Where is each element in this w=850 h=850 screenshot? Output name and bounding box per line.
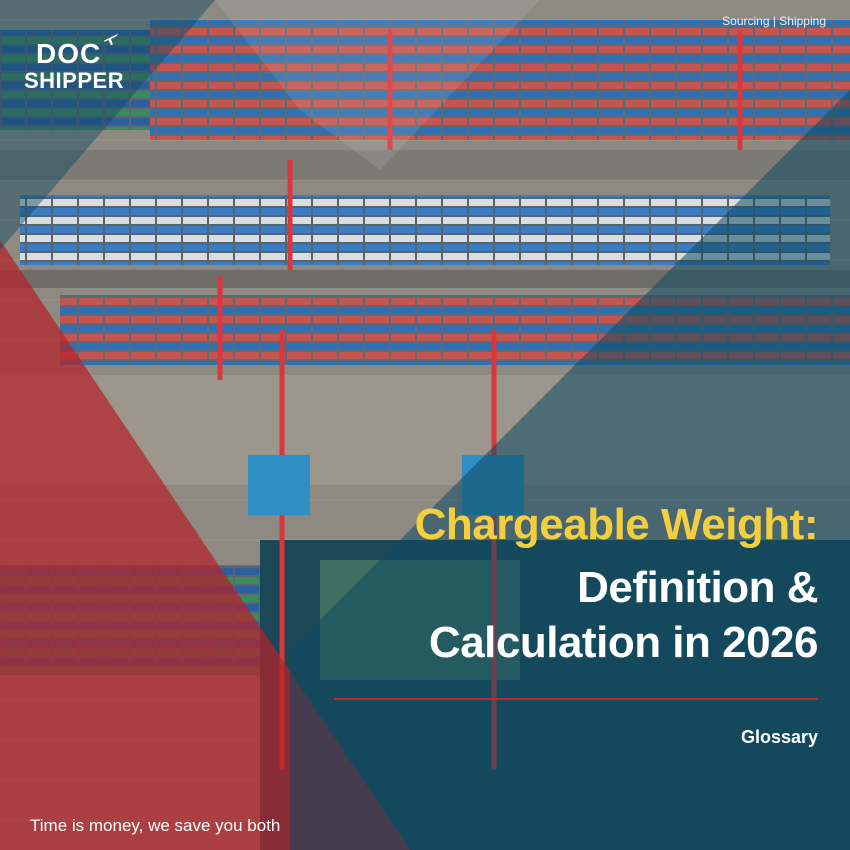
title-line-2: Definition & — [577, 563, 818, 612]
tagline: Time is money, we save you both — [30, 816, 281, 835]
title-line-3: Calculation in 2026 — [428, 618, 819, 667]
docshipper-logo[interactable]: DOC SHIPPER — [24, 33, 134, 98]
title-divider — [334, 698, 818, 700]
header-tags: Sourcing | Shipping — [722, 14, 826, 28]
logo-text-bottom: SHIPPER — [24, 68, 125, 93]
title-main: Definition & Calculation in 2026 — [428, 560, 819, 670]
logo-text-top: DOC — [36, 38, 102, 69]
category-label: Glossary — [740, 727, 818, 747]
title-highlight: Chargeable Weight: — [414, 500, 819, 549]
airplane-icon — [103, 33, 119, 46]
